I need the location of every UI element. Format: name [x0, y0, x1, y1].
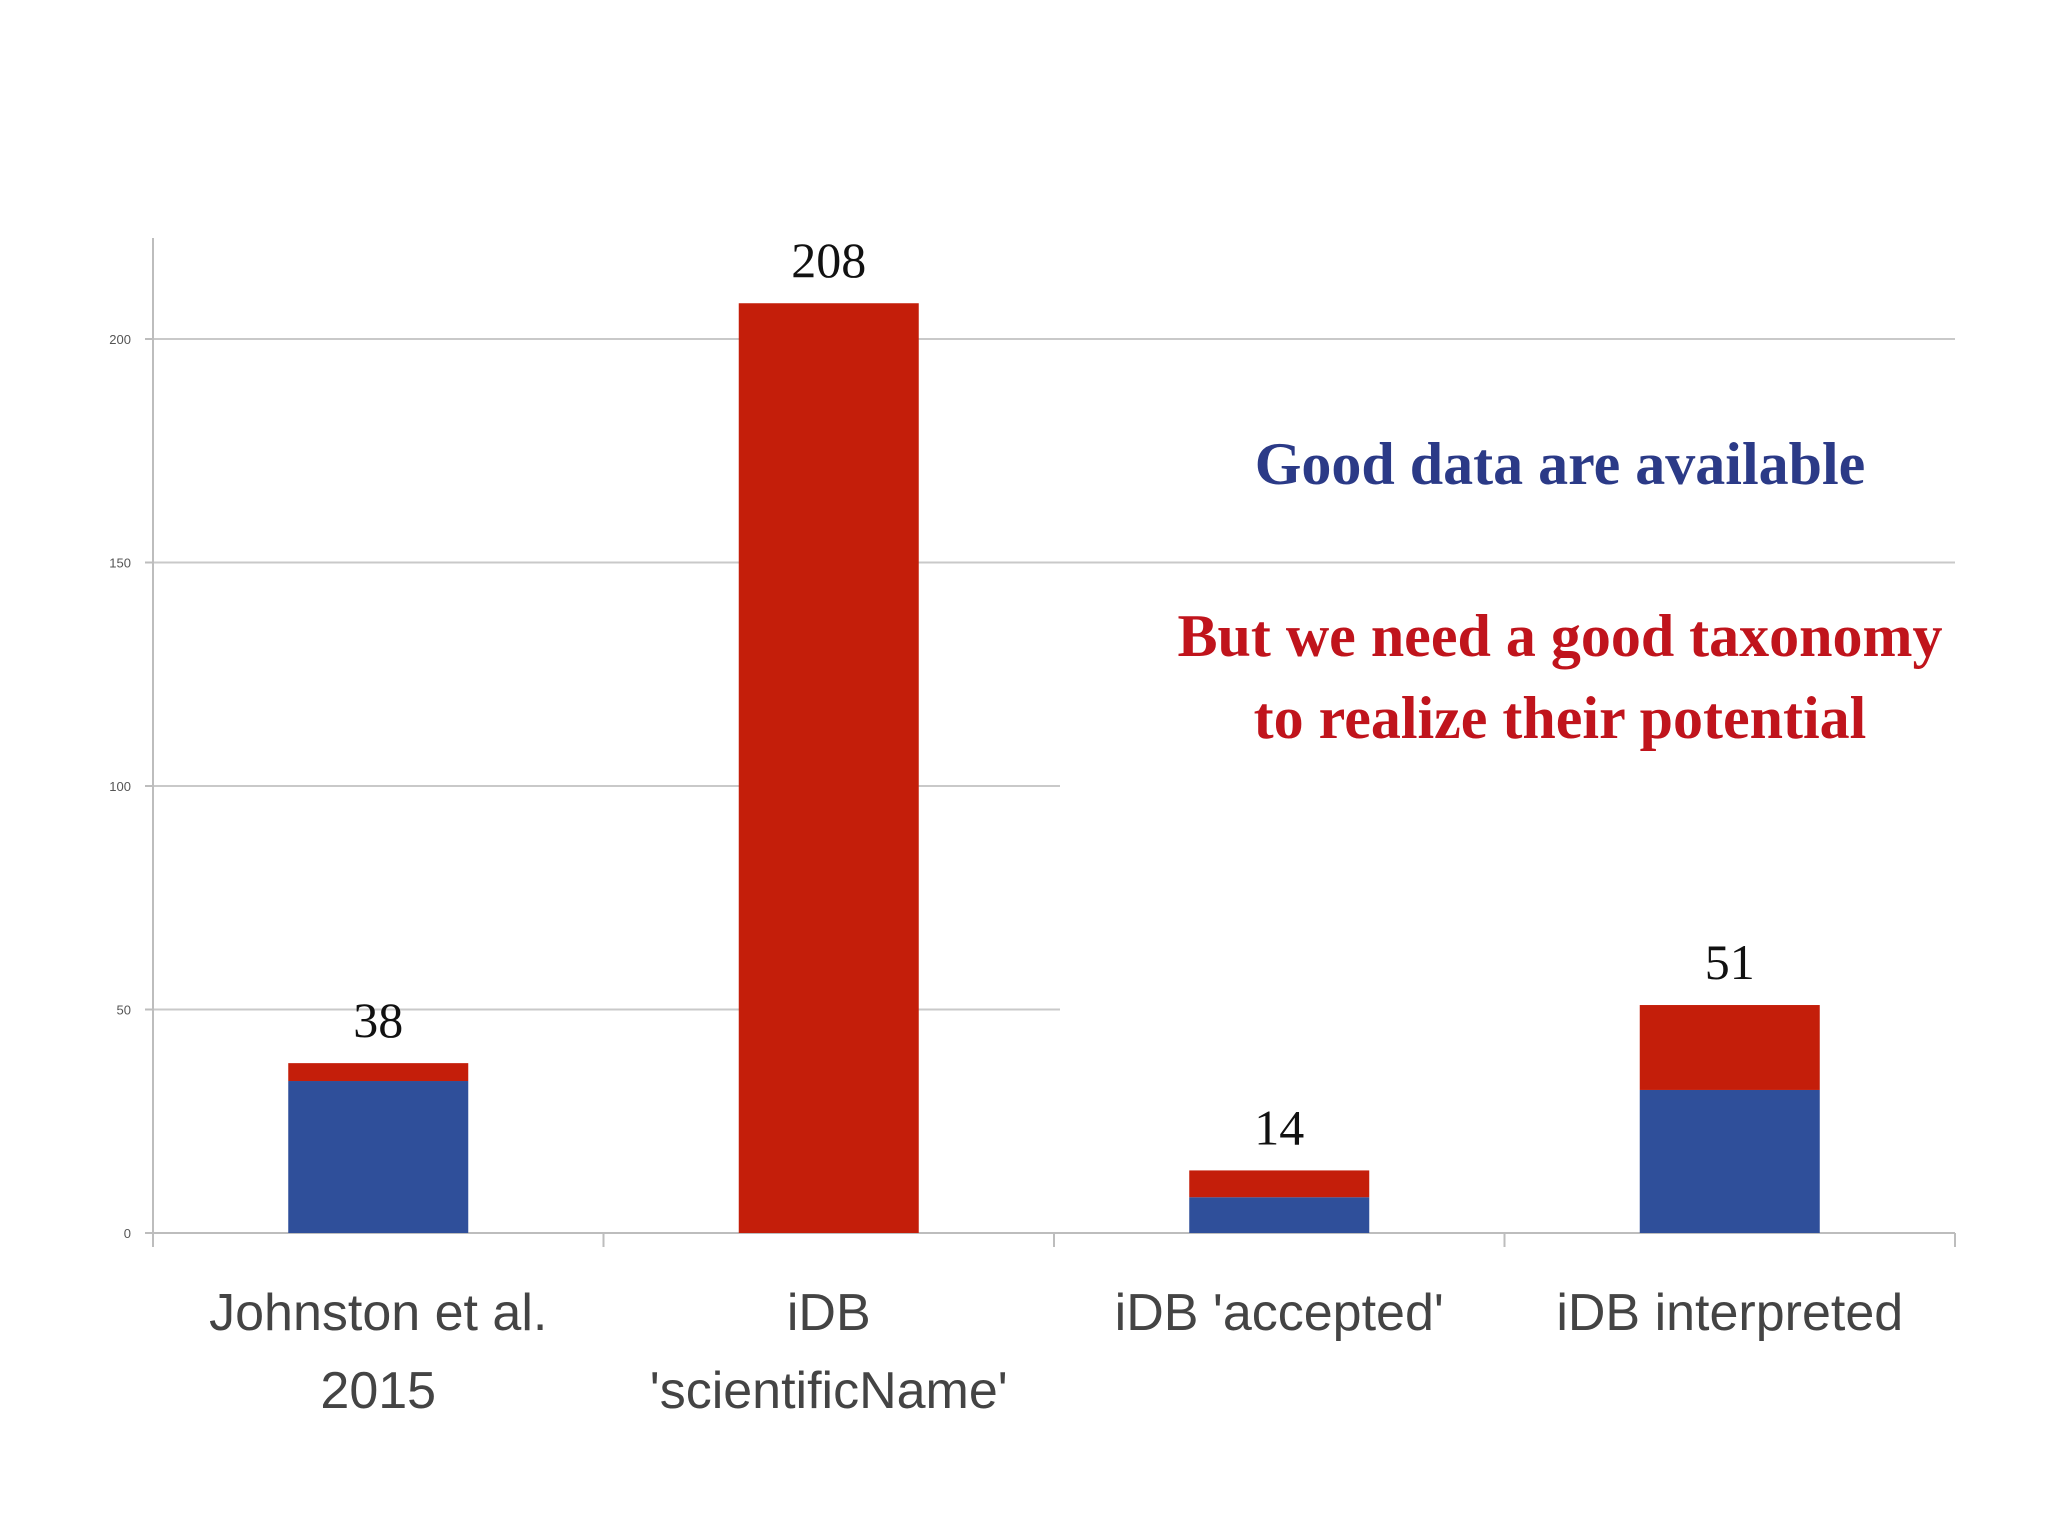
bar-segment-0-1 — [288, 1063, 469, 1082]
value-label-0: 38 — [353, 992, 403, 1048]
y-tick-label-150: 150 — [109, 556, 131, 571]
callout-good-data: Good data are available — [1254, 431, 1866, 497]
bar-segment-3-1 — [1639, 1005, 1820, 1090]
callout-need-taxonomy-line2: to realize their potential — [1253, 685, 1867, 751]
callout-need-taxonomy: But we need a good taxonomy to realize t… — [1100, 595, 2020, 759]
value-labels: 38 208 14 51 — [353, 232, 1755, 1155]
category-label-0-1: 2015 — [320, 1362, 436, 1420]
category-label-1-1: 'scientificName' — [650, 1362, 1008, 1420]
callout-need-taxonomy-line1: But we need a good taxonomy — [1177, 603, 1943, 669]
value-label-3: 51 — [1705, 934, 1755, 990]
value-label-1: 208 — [791, 232, 866, 288]
y-tick-label-200: 200 — [109, 332, 131, 347]
category-label-3-0: iDB interpreted — [1556, 1284, 1903, 1342]
category-label-0-0: Johnston et al. — [209, 1284, 547, 1342]
x-axis — [152, 1232, 1956, 1247]
y-tick-label-50: 50 — [117, 1003, 131, 1018]
bar-segment-1-1 — [738, 303, 919, 1233]
category-label-1-0: iDB — [787, 1284, 871, 1342]
y-tick-label-100: 100 — [109, 779, 131, 794]
category-label-2-0: iDB 'accepted' — [1115, 1284, 1444, 1342]
value-label-2: 14 — [1254, 1099, 1304, 1155]
y-tick-label-0: 0 — [124, 1226, 131, 1241]
bars — [288, 303, 1820, 1233]
category-labels: Johnston et al. 2015 iDB 'scientificName' iD… — [209, 1284, 1903, 1420]
bar-segment-3-0 — [1639, 1089, 1820, 1233]
bar-segment-2-1 — [1189, 1170, 1370, 1198]
y-axis: 0 50 100 150 200 — [109, 238, 154, 1241]
bar-segment-0-0 — [288, 1081, 469, 1233]
bar-segment-2-0 — [1189, 1197, 1370, 1233]
